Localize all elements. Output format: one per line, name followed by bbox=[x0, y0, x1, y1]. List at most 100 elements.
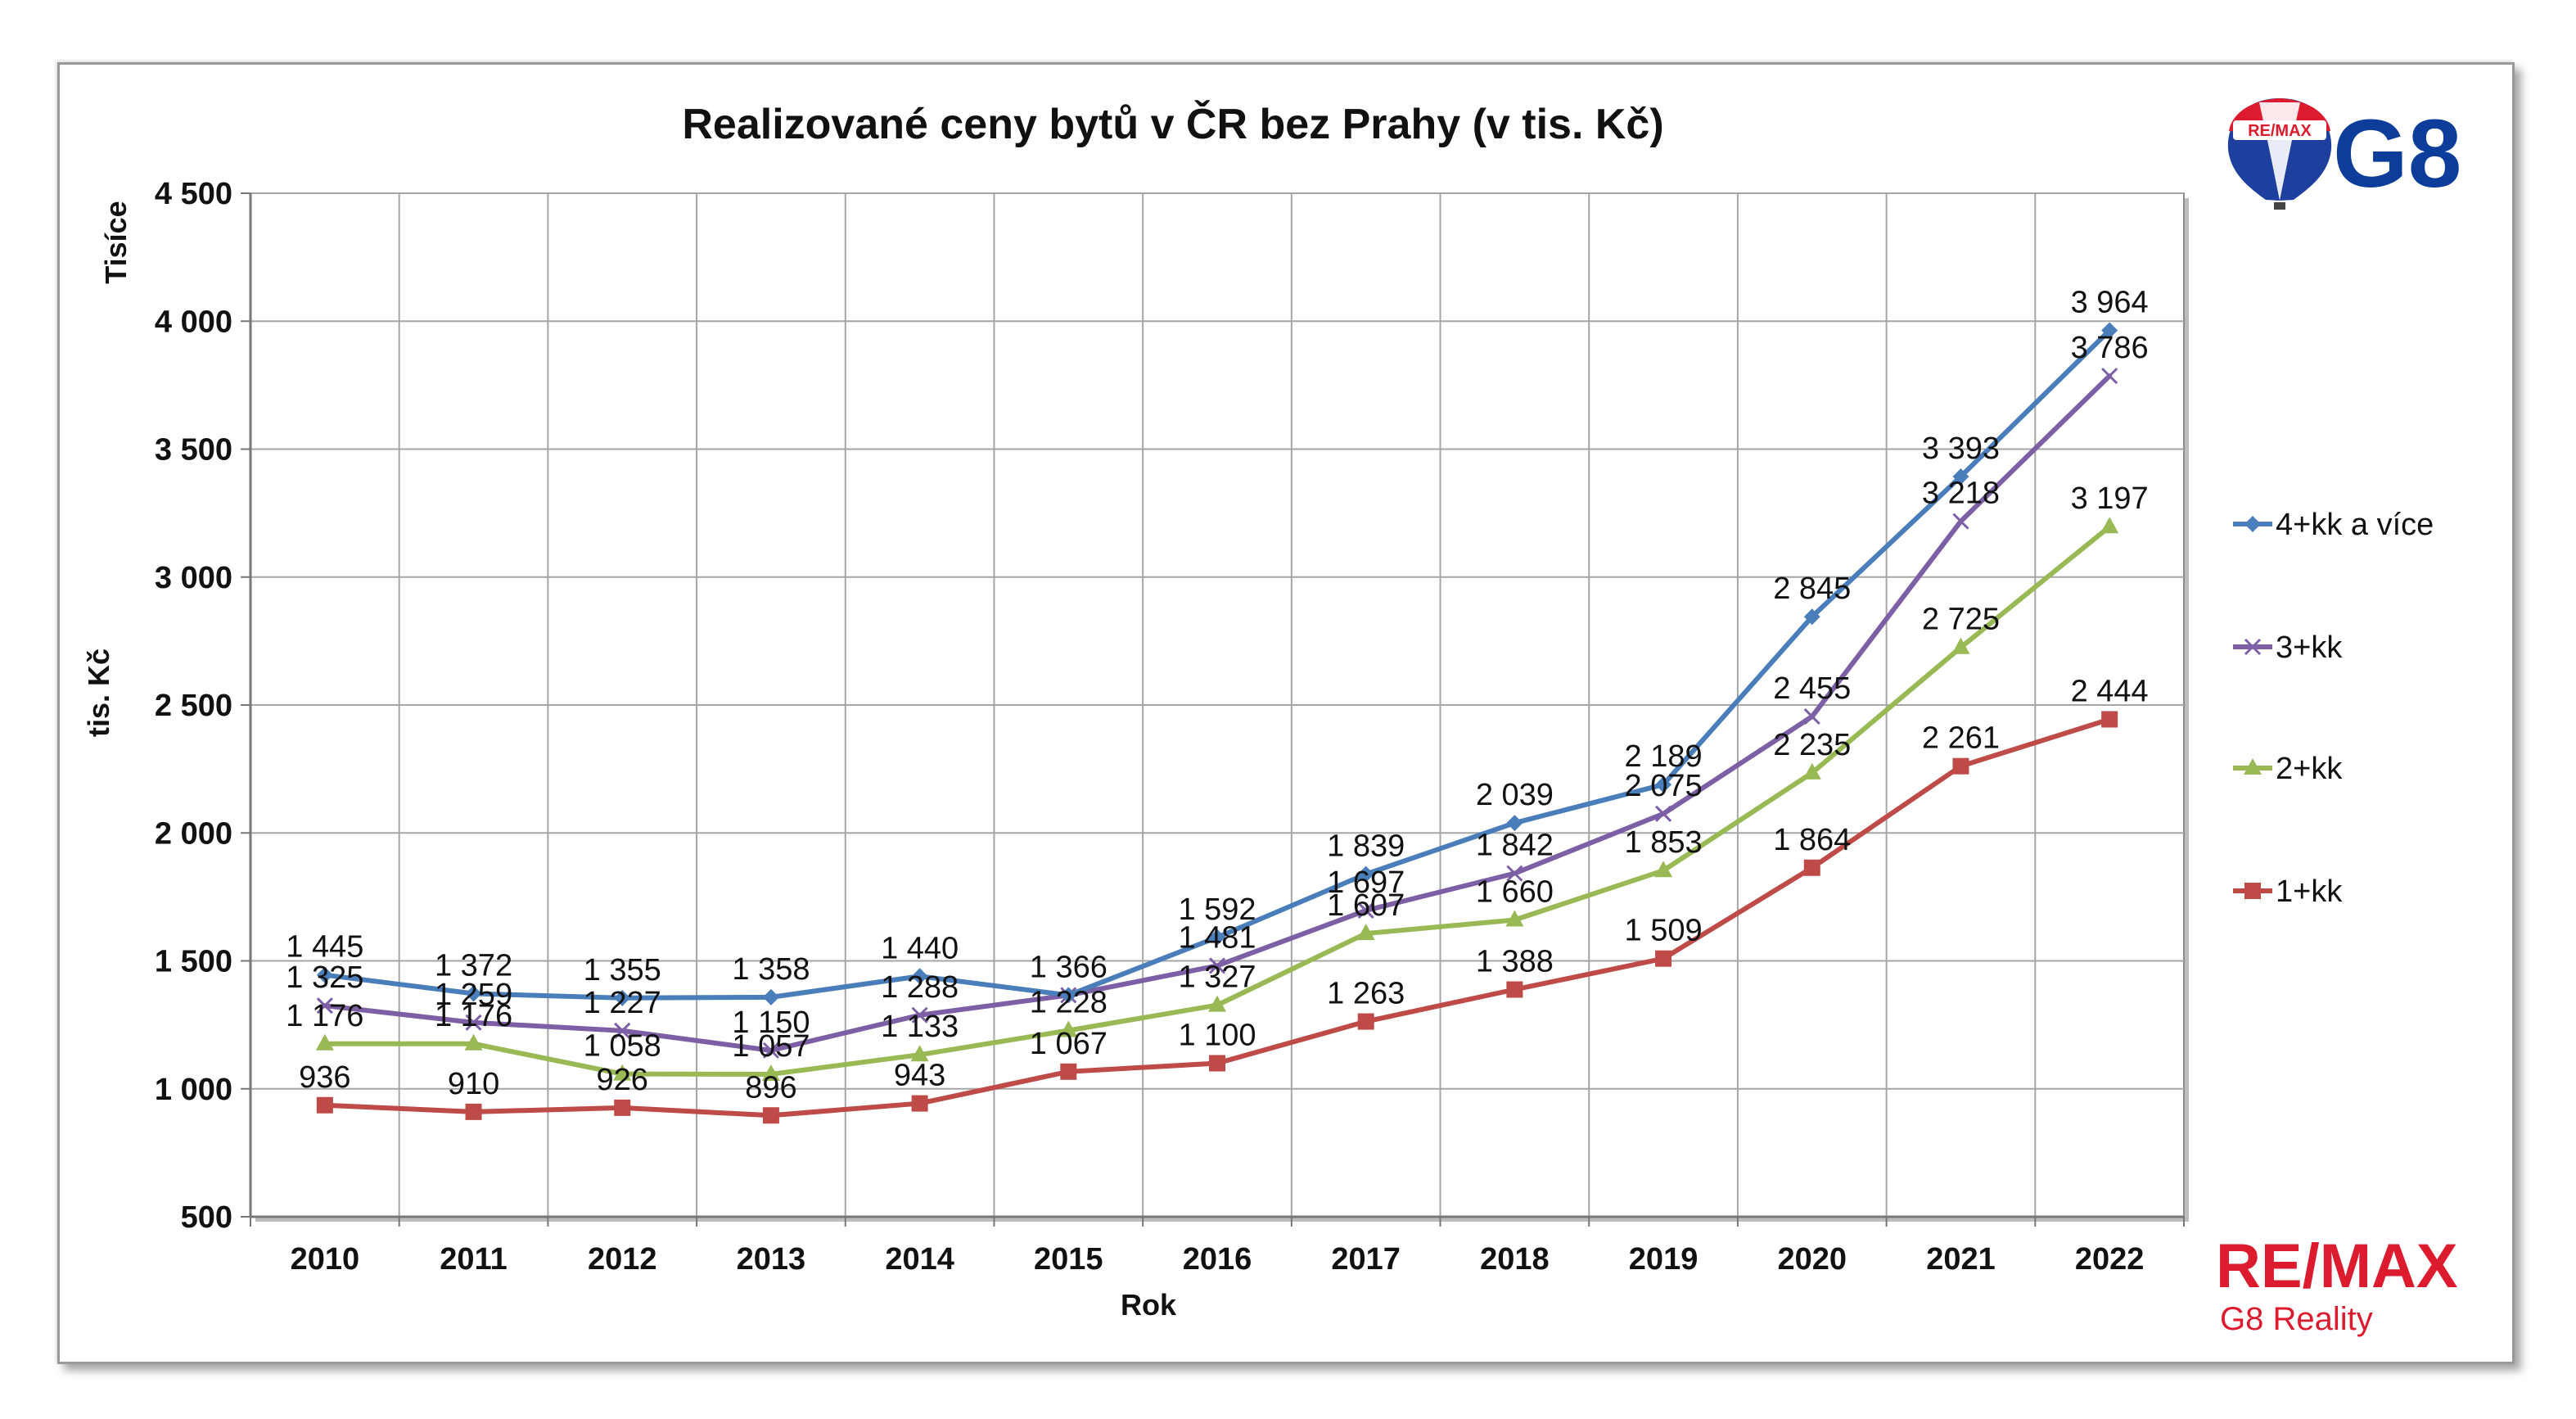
x-axis-title: Rok bbox=[1121, 1288, 1177, 1322]
data-label: 896 bbox=[745, 1070, 796, 1105]
data-label: 1 366 bbox=[1030, 950, 1108, 984]
data-label: 1 067 bbox=[1030, 1027, 1108, 1061]
x-tick-label: 2010 bbox=[291, 1242, 360, 1277]
data-point-marker bbox=[1208, 995, 1226, 1012]
data-point-marker bbox=[316, 997, 333, 1015]
x-tick-label: 2014 bbox=[885, 1242, 954, 1277]
data-label: 1 445 bbox=[286, 930, 363, 965]
data-label: 3 964 bbox=[2071, 286, 2149, 320]
data-point-marker bbox=[1506, 865, 1523, 882]
legend: 4+kk a více 3+kk 2+kk 1+kk bbox=[2233, 508, 2434, 909]
y-tick-label: 500 bbox=[181, 1200, 232, 1235]
x-tick-label: 2022 bbox=[2075, 1242, 2145, 1277]
data-label: 1 607 bbox=[1327, 888, 1405, 923]
legend-marker bbox=[2244, 638, 2262, 656]
data-point-marker bbox=[614, 989, 631, 1006]
data-label: 1 440 bbox=[881, 931, 959, 965]
legend-label: 3+kk bbox=[2276, 630, 2343, 665]
data-point-marker bbox=[910, 1045, 929, 1062]
display-units-label: Tisíce bbox=[99, 201, 133, 283]
data-point-marker bbox=[1952, 468, 1969, 485]
data-label: 1 853 bbox=[1625, 825, 1703, 860]
data-label: 1 150 bbox=[732, 1006, 810, 1040]
y-tick-label: 1 500 bbox=[155, 945, 232, 979]
y-tick-label: 2 000 bbox=[155, 816, 232, 851]
data-point-marker bbox=[911, 1006, 928, 1024]
x-tick-label: 2020 bbox=[1777, 1242, 1847, 1277]
data-label: 1 176 bbox=[435, 999, 512, 1033]
x-tick-label: 2018 bbox=[1480, 1242, 1550, 1277]
data-label: 910 bbox=[448, 1067, 499, 1101]
data-point-marker bbox=[1505, 910, 1524, 927]
data-label: 943 bbox=[894, 1059, 945, 1093]
data-point-marker bbox=[911, 968, 928, 985]
data-point-marker bbox=[315, 1033, 334, 1051]
data-label: 2 039 bbox=[1476, 778, 1554, 812]
y-tick-label: 3 500 bbox=[155, 433, 232, 468]
data-label: 2 235 bbox=[1773, 728, 1851, 762]
data-label: 1 388 bbox=[1476, 945, 1554, 979]
data-point-marker bbox=[2101, 368, 2118, 385]
data-label: 2 845 bbox=[1773, 572, 1851, 606]
data-label: 1 697 bbox=[1327, 865, 1405, 900]
data-label: 3 393 bbox=[1922, 432, 2000, 466]
y-tick-label: 3 000 bbox=[155, 561, 232, 595]
data-point-marker bbox=[1951, 637, 1970, 654]
data-point-marker bbox=[613, 1064, 632, 1081]
data-label: 2 725 bbox=[1922, 603, 2000, 637]
legend-marker bbox=[2244, 883, 2261, 899]
data-point-marker bbox=[1803, 708, 1820, 725]
data-point-marker bbox=[1803, 859, 1820, 876]
x-tick-label: 2013 bbox=[737, 1242, 806, 1277]
data-point-marker bbox=[1209, 1055, 1225, 1072]
data-point-marker bbox=[1506, 815, 1523, 832]
data-point-marker bbox=[2100, 517, 2119, 534]
data-label: 1 839 bbox=[1327, 829, 1405, 864]
data-point-marker bbox=[465, 985, 482, 1002]
data-label: 1 660 bbox=[1476, 875, 1554, 910]
brand-subtitle: G8 Reality bbox=[2220, 1301, 2373, 1337]
brand-name: RE/MAX bbox=[2216, 1231, 2458, 1301]
data-label: 2 189 bbox=[1625, 739, 1703, 774]
data-label: 1 355 bbox=[584, 953, 661, 987]
data-point-marker bbox=[1059, 1020, 1078, 1037]
g8-logo-text: G8 bbox=[2333, 100, 2461, 208]
data-label: 1 058 bbox=[584, 1029, 661, 1064]
data-point-marker bbox=[761, 1064, 780, 1081]
x-tick-label: 2019 bbox=[1629, 1242, 1699, 1277]
x-tick-label: 2017 bbox=[1331, 1242, 1401, 1277]
series-lines bbox=[315, 322, 2119, 1124]
data-label: 1 592 bbox=[1178, 893, 1256, 927]
data-point-marker bbox=[911, 1095, 928, 1112]
data-point-marker bbox=[1356, 924, 1375, 941]
data-label: 1 100 bbox=[1178, 1019, 1256, 1053]
data-label: 3 197 bbox=[2071, 481, 2149, 516]
data-point-marker bbox=[614, 1022, 631, 1039]
y-tick-label: 2 500 bbox=[155, 689, 232, 723]
legend-label: 4+kk a více bbox=[2276, 508, 2434, 542]
data-point-marker bbox=[1357, 902, 1374, 919]
data-label: 1 259 bbox=[435, 978, 512, 1012]
data-point-marker bbox=[1655, 950, 1672, 967]
data-label: 1 227 bbox=[584, 986, 661, 1020]
data-point-marker bbox=[1208, 957, 1226, 974]
data-point-marker bbox=[1506, 981, 1523, 998]
axes: 500 1 000 1 500 2 000 2 500 3 000 3 500 4 000 4 … bbox=[155, 177, 2185, 1277]
y-axis-title: tis. Kč bbox=[82, 648, 115, 737]
y-tick-label: 1 000 bbox=[155, 1073, 232, 1107]
data-label: 1 358 bbox=[732, 952, 810, 987]
data-label: 1 228 bbox=[1030, 986, 1108, 1020]
data-label: 1 481 bbox=[1178, 920, 1256, 955]
data-labels: 1 445 1 372 1 355 1 358 1 440 1 366 1 592 1 839… bbox=[286, 286, 2148, 1105]
legend-marker bbox=[2244, 758, 2262, 775]
data-label: 2 444 bbox=[2071, 675, 2149, 709]
x-tick-label: 2021 bbox=[1926, 1242, 1996, 1277]
legend-marker bbox=[2244, 516, 2261, 532]
y-tick-label: 4 500 bbox=[155, 177, 232, 211]
data-point-marker bbox=[1060, 987, 1077, 1004]
data-point-marker bbox=[1654, 861, 1673, 878]
data-point-marker bbox=[1952, 757, 1969, 775]
data-label: 2 075 bbox=[1625, 769, 1703, 803]
y-tick-label: 4 000 bbox=[155, 305, 232, 339]
